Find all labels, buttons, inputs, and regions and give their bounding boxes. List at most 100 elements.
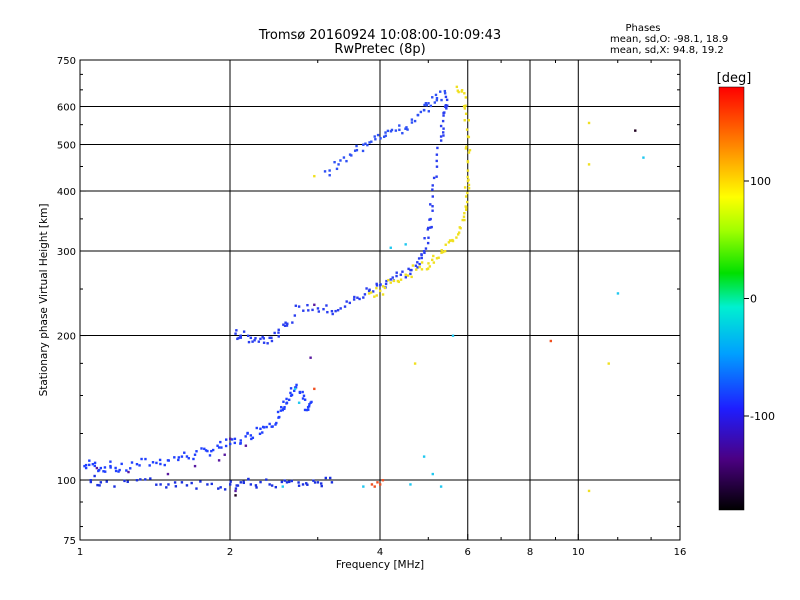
data-point	[342, 156, 346, 159]
data-point	[190, 481, 193, 485]
data-point	[463, 218, 466, 222]
data-point	[180, 481, 184, 484]
data-point	[262, 341, 266, 344]
data-point	[330, 309, 334, 313]
y-tick-label: 400	[57, 187, 76, 198]
data-point	[431, 184, 434, 187]
data-point	[193, 464, 197, 468]
data-point	[440, 249, 443, 252]
data-point	[389, 246, 392, 249]
data-point	[444, 104, 448, 107]
data-point	[91, 462, 95, 466]
data-point	[353, 149, 357, 152]
data-point	[237, 336, 240, 340]
data-point	[634, 129, 637, 132]
data-point	[109, 464, 112, 468]
data-point	[324, 476, 327, 480]
data-point	[329, 476, 332, 480]
data-point	[464, 195, 468, 198]
data-point	[464, 104, 467, 107]
data-point	[177, 456, 181, 459]
data-point	[407, 267, 410, 271]
data-point	[239, 441, 242, 445]
data-point	[443, 89, 447, 93]
data-point	[424, 102, 428, 105]
data-point	[195, 450, 198, 453]
data-point	[236, 337, 239, 341]
data-point	[289, 391, 292, 395]
data-point	[259, 337, 262, 341]
data-point	[291, 321, 294, 324]
data-point	[387, 278, 390, 282]
data-point	[195, 487, 198, 490]
data-point	[98, 484, 101, 487]
data-point	[151, 461, 155, 464]
colorbar-ticks: 100 0 -100	[744, 175, 775, 423]
data-point	[298, 390, 302, 394]
data-point	[389, 281, 392, 284]
data-point	[362, 143, 365, 146]
data-point	[313, 481, 317, 484]
data-point	[419, 110, 423, 114]
data-point	[587, 121, 591, 125]
data-point	[358, 297, 361, 301]
data-point	[467, 178, 470, 182]
data-point	[431, 188, 434, 191]
data-point	[219, 486, 222, 489]
data-point	[270, 339, 274, 343]
data-point	[356, 296, 359, 299]
data-point	[460, 90, 463, 93]
data-point	[431, 96, 434, 99]
data-point	[398, 124, 401, 127]
data-point	[420, 261, 424, 264]
data-point	[328, 169, 331, 172]
data-point	[371, 290, 375, 293]
data-point	[373, 135, 376, 138]
data-point	[466, 200, 469, 204]
data-point	[462, 105, 466, 108]
data-point	[333, 160, 336, 164]
data-point	[361, 149, 365, 153]
data-point	[426, 241, 430, 245]
data-point	[206, 449, 209, 453]
data-point	[140, 457, 143, 461]
data-point	[433, 101, 437, 104]
data-point	[229, 483, 232, 486]
data-point	[404, 276, 408, 279]
data-point	[373, 485, 376, 488]
stats-o-mode: mean, sd,O: -98.1, 18.9	[610, 34, 728, 45]
data-point	[463, 92, 466, 95]
data-point	[312, 479, 315, 482]
data-point	[88, 459, 91, 462]
data-point	[95, 466, 99, 470]
data-point	[317, 310, 321, 313]
data-point	[302, 309, 305, 312]
data-point	[352, 298, 356, 301]
data-point	[399, 273, 403, 276]
data-point	[262, 426, 266, 429]
data-point	[206, 483, 209, 486]
data-point	[183, 451, 186, 454]
data-point	[442, 111, 445, 115]
data-point	[370, 140, 373, 143]
data-point	[234, 494, 237, 497]
data-point	[395, 271, 398, 274]
data-point	[467, 119, 470, 122]
data-point	[253, 339, 256, 342]
data-point	[277, 331, 280, 334]
data-point	[185, 484, 189, 487]
data-point	[435, 165, 439, 168]
data-points	[83, 85, 645, 497]
data-point	[410, 118, 414, 121]
data-point	[328, 174, 331, 177]
data-point	[431, 472, 434, 476]
data-point	[427, 110, 431, 113]
data-point	[216, 444, 219, 447]
data-point	[277, 335, 280, 338]
data-point	[420, 268, 424, 271]
data-point	[102, 470, 105, 473]
data-point	[384, 131, 387, 134]
data-point	[259, 480, 262, 484]
data-point	[270, 484, 274, 487]
